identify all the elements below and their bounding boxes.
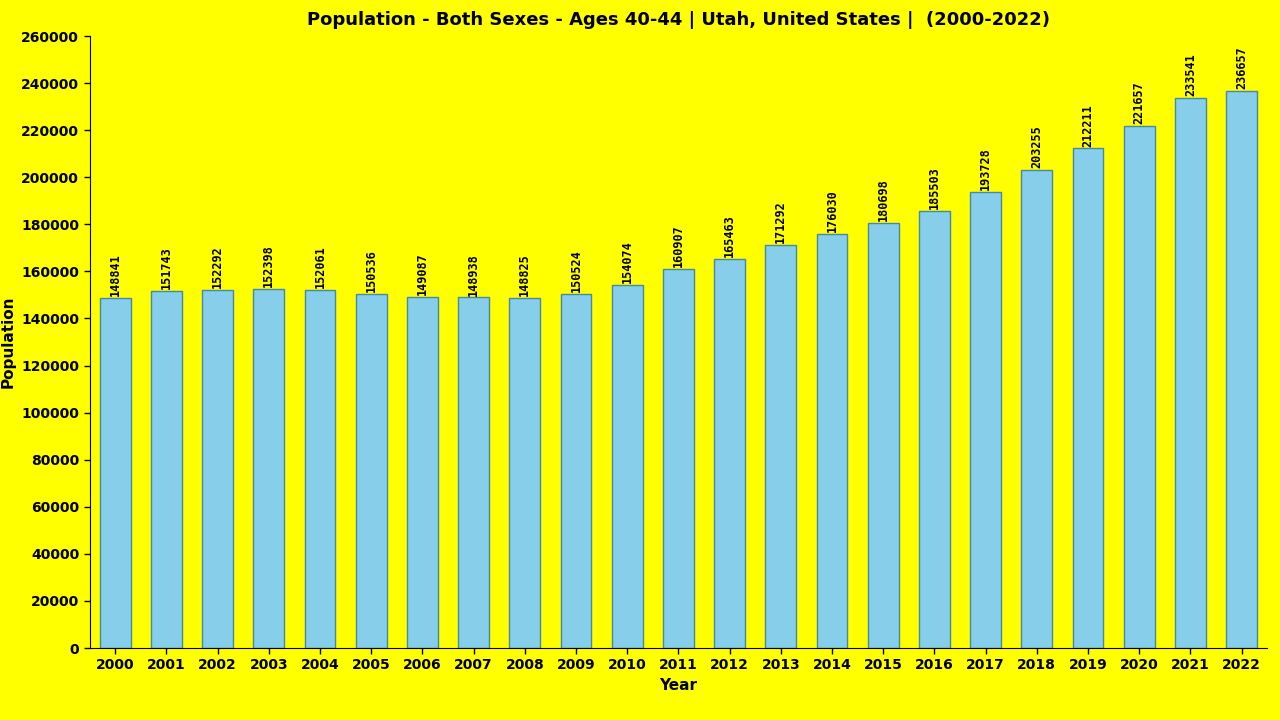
Bar	[253, 289, 284, 648]
Text: 152292: 152292	[211, 245, 224, 288]
Text: 193728: 193728	[979, 148, 992, 190]
Bar	[202, 289, 233, 648]
Bar	[356, 294, 387, 648]
Bar	[817, 234, 847, 648]
Text: 152061: 152061	[314, 246, 326, 288]
Text: 171292: 171292	[774, 200, 787, 243]
Bar	[1226, 91, 1257, 648]
Text: 149087: 149087	[416, 253, 429, 295]
Bar	[561, 294, 591, 648]
Bar	[868, 222, 899, 648]
Text: 212211: 212211	[1082, 104, 1094, 147]
Bar	[458, 297, 489, 648]
Bar	[151, 291, 182, 648]
Text: 165463: 165463	[723, 214, 736, 256]
Text: 203255: 203255	[1030, 125, 1043, 168]
Bar	[305, 290, 335, 648]
Bar	[663, 269, 694, 648]
Bar	[1073, 148, 1103, 648]
Bar	[1021, 170, 1052, 648]
Text: 152398: 152398	[262, 245, 275, 287]
Text: 176030: 176030	[826, 189, 838, 232]
Bar	[765, 245, 796, 648]
Y-axis label: Population: Population	[0, 296, 15, 388]
X-axis label: Year: Year	[659, 678, 698, 693]
Text: 151743: 151743	[160, 246, 173, 289]
Text: 150536: 150536	[365, 249, 378, 292]
Text: 150524: 150524	[570, 249, 582, 292]
Title: Population - Both Sexes - Ages 40-44 | Utah, United States |  (2000-2022): Population - Both Sexes - Ages 40-44 | U…	[307, 11, 1050, 29]
Bar	[612, 285, 643, 648]
Text: 180698: 180698	[877, 178, 890, 221]
Text: 148825: 148825	[518, 253, 531, 296]
Bar	[509, 297, 540, 648]
Text: 233541: 233541	[1184, 54, 1197, 96]
Bar	[407, 297, 438, 648]
Text: 160907: 160907	[672, 225, 685, 267]
Bar	[1175, 99, 1206, 648]
Bar	[1124, 126, 1155, 648]
Text: 185503: 185503	[928, 167, 941, 210]
Text: 148841: 148841	[109, 253, 122, 296]
Bar	[100, 297, 131, 648]
Text: 236657: 236657	[1235, 46, 1248, 89]
Text: 221657: 221657	[1133, 81, 1146, 125]
Bar	[714, 258, 745, 648]
Bar	[970, 192, 1001, 648]
Text: 154074: 154074	[621, 240, 634, 284]
Bar	[919, 212, 950, 648]
Text: 148938: 148938	[467, 253, 480, 295]
